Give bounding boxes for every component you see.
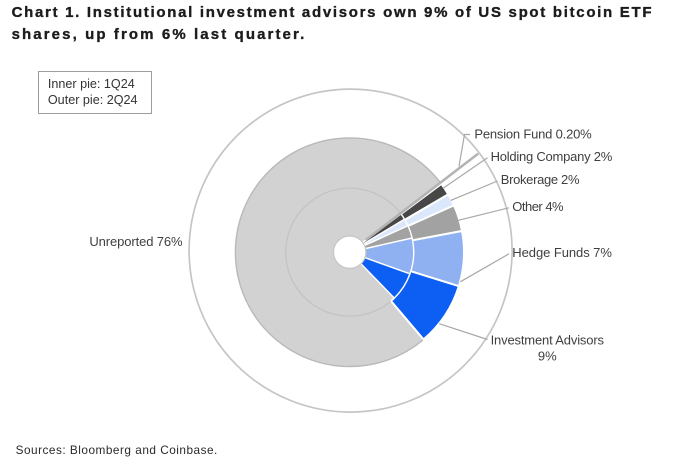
svg-text:Investment Advisors: Investment Advisors: [491, 332, 605, 347]
svg-text:Unreported 76%: Unreported 76%: [89, 234, 183, 249]
svg-text:9%: 9%: [538, 348, 557, 363]
svg-text:Pension Fund 0.20%: Pension Fund 0.20%: [474, 127, 592, 142]
svg-text:Brokerage 2%: Brokerage 2%: [501, 172, 580, 187]
svg-text:Other 4%: Other 4%: [512, 199, 564, 214]
svg-text:Holding Company 2%: Holding Company 2%: [491, 149, 613, 164]
svg-text:Hedge Funds 7%: Hedge Funds 7%: [512, 245, 612, 260]
